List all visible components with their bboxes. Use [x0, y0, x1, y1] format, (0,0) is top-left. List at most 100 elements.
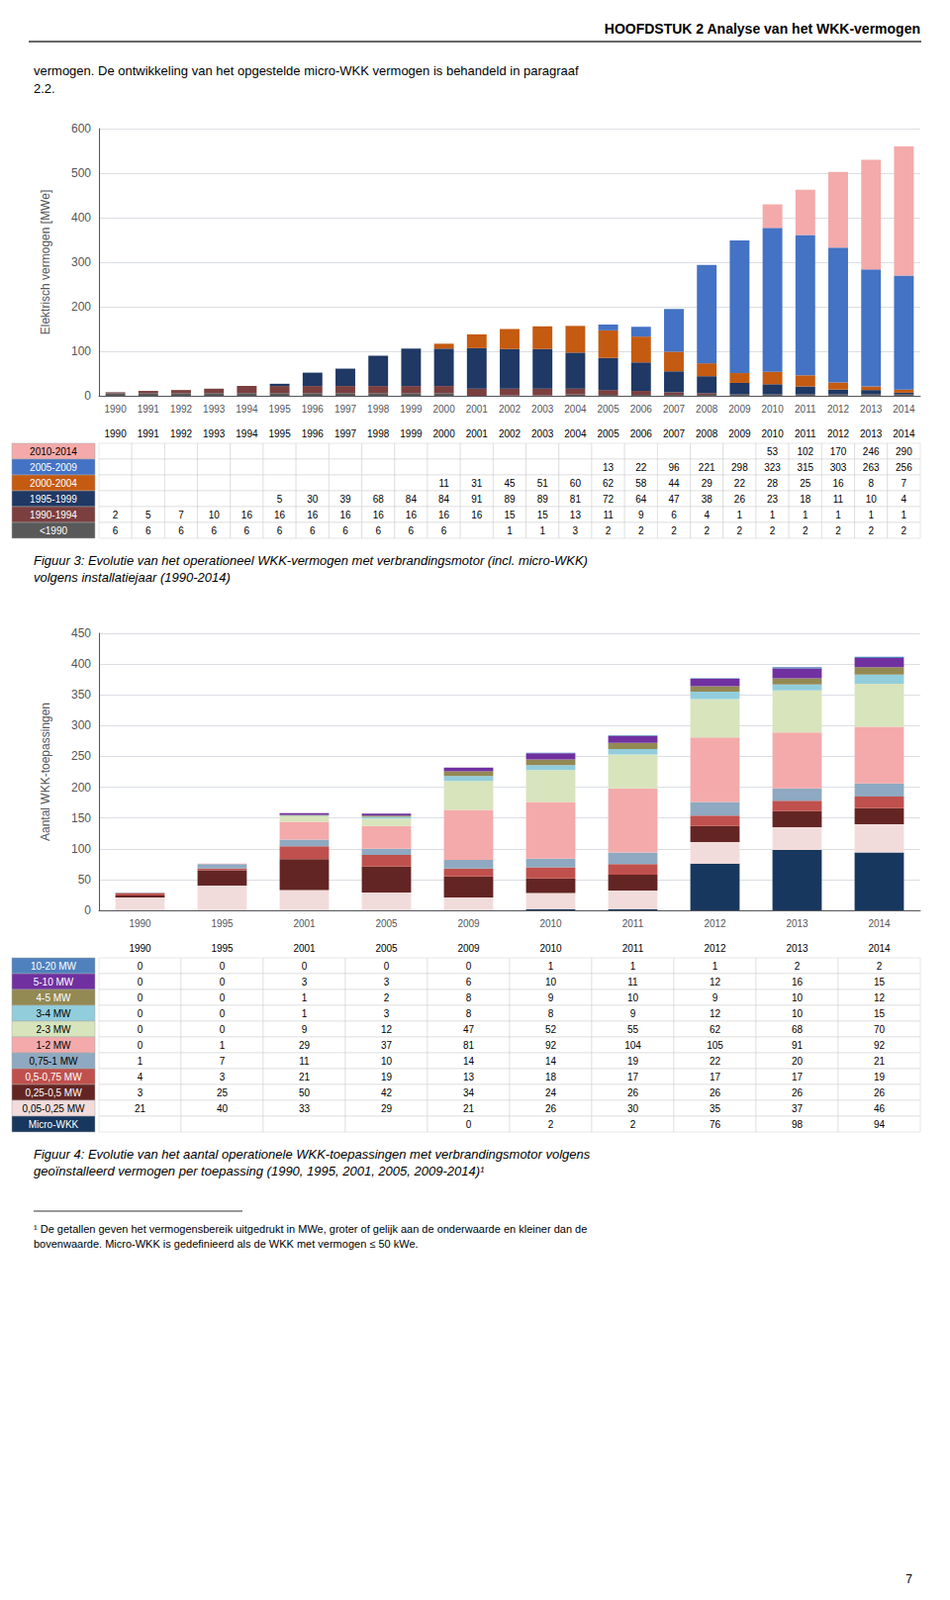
svg-text:1994: 1994	[235, 428, 259, 440]
svg-text:12: 12	[709, 976, 722, 988]
svg-text:221: 221	[698, 462, 716, 474]
svg-text:1991: 1991	[137, 428, 161, 440]
svg-text:3: 3	[572, 525, 579, 537]
svg-text:2002: 2002	[498, 428, 522, 440]
svg-text:1996: 1996	[301, 403, 325, 415]
svg-text:3: 3	[383, 976, 390, 988]
svg-text:303: 303	[830, 462, 848, 474]
svg-text:315: 315	[796, 462, 814, 474]
svg-text:2010: 2010	[760, 403, 784, 415]
svg-text:15: 15	[503, 509, 516, 521]
svg-text:2006: 2006	[630, 428, 654, 440]
svg-text:2007: 2007	[663, 428, 686, 440]
svg-text:2: 2	[638, 525, 645, 537]
svg-text:81: 81	[463, 1040, 475, 1051]
svg-text:1: 1	[769, 509, 776, 521]
svg-text:323: 323	[763, 462, 781, 474]
svg-text:0: 0	[383, 960, 390, 972]
svg-text:3: 3	[219, 1071, 226, 1083]
svg-text:19: 19	[627, 1055, 640, 1067]
svg-text:vermogen. De ontwikkeling van: vermogen. De ontwikkeling van het opgest…	[33, 63, 579, 79]
svg-text:2008: 2008	[695, 403, 719, 415]
svg-text:1-2 MW: 1-2 MW	[36, 1040, 73, 1051]
svg-text:1: 1	[137, 1055, 144, 1067]
svg-text:1992: 1992	[170, 428, 193, 440]
svg-text:HOOFDSTUK 2 Analyse van het WK: HOOFDSTUK 2 Analyse van het WKK-vermogen	[604, 20, 921, 37]
svg-text:51: 51	[537, 477, 550, 489]
svg-text:16: 16	[791, 976, 804, 988]
svg-text:0: 0	[219, 976, 226, 988]
svg-text:26: 26	[545, 1103, 558, 1115]
svg-text:62: 62	[709, 1024, 722, 1036]
svg-text:7: 7	[905, 1572, 913, 1587]
svg-text:16: 16	[373, 509, 385, 521]
svg-text:4: 4	[901, 493, 908, 505]
svg-text:0: 0	[84, 903, 92, 918]
svg-text:0: 0	[219, 992, 226, 1004]
svg-text:92: 92	[873, 1040, 886, 1051]
svg-text:2011: 2011	[622, 918, 645, 930]
svg-text:1: 1	[301, 1008, 308, 1020]
svg-text:9: 9	[630, 1008, 637, 1020]
svg-text:28: 28	[766, 477, 779, 489]
svg-text:2001: 2001	[466, 403, 489, 415]
svg-text:6: 6	[466, 976, 473, 988]
svg-text:2010-2014: 2010-2014	[29, 446, 78, 458]
svg-text:0: 0	[137, 976, 144, 988]
svg-text:89: 89	[503, 493, 516, 505]
svg-text:2004: 2004	[564, 428, 587, 440]
svg-text:19: 19	[873, 1071, 886, 1083]
svg-text:2013: 2013	[785, 943, 809, 954]
svg-text:21: 21	[134, 1103, 147, 1115]
svg-text:47: 47	[667, 493, 680, 505]
svg-text:104: 104	[624, 1040, 642, 1051]
svg-text:1997: 1997	[334, 403, 358, 415]
svg-text:33: 33	[298, 1103, 311, 1115]
svg-text:2: 2	[769, 525, 776, 537]
svg-text:Micro-WKK: Micro-WKK	[28, 1119, 80, 1131]
svg-text:2010: 2010	[760, 428, 784, 440]
svg-text:10: 10	[627, 992, 640, 1004]
svg-text:2: 2	[630, 1119, 637, 1131]
svg-text:6: 6	[342, 525, 349, 537]
svg-text:10: 10	[791, 992, 804, 1004]
svg-text:26: 26	[709, 1087, 722, 1099]
svg-text:42: 42	[380, 1087, 393, 1099]
svg-text:37: 37	[380, 1040, 393, 1051]
svg-text:16: 16	[241, 509, 254, 521]
svg-text:15: 15	[873, 976, 886, 988]
svg-text:11: 11	[602, 509, 614, 521]
svg-text:1: 1	[539, 525, 546, 537]
svg-text:2012: 2012	[703, 918, 727, 930]
svg-text:geoïnstalleerd vermogen per to: geoïnstalleerd vermogen per toepassing (…	[33, 1163, 485, 1179]
svg-text:10: 10	[865, 493, 878, 505]
svg-text:2001: 2001	[292, 943, 316, 954]
svg-text:7: 7	[178, 509, 185, 521]
svg-text:450: 450	[71, 626, 92, 641]
svg-text:1990: 1990	[128, 918, 152, 930]
svg-text:68: 68	[791, 1024, 804, 1036]
svg-text:1998: 1998	[367, 428, 390, 440]
svg-text:2005: 2005	[375, 943, 398, 954]
svg-text:4: 4	[137, 1071, 144, 1083]
svg-text:5-10 MW: 5-10 MW	[33, 976, 75, 988]
svg-text:8: 8	[466, 1008, 473, 1020]
svg-text:11: 11	[833, 493, 845, 505]
svg-text:52: 52	[545, 1024, 558, 1036]
svg-text:40: 40	[216, 1103, 229, 1115]
svg-text:6: 6	[277, 525, 284, 537]
svg-text:31: 31	[471, 477, 483, 489]
svg-text:45: 45	[503, 477, 516, 489]
svg-text:bovenwaarde. Micro-WKK is gede: bovenwaarde. Micro-WKK is gedefinieerd a…	[33, 1237, 419, 1250]
svg-text:2000: 2000	[432, 403, 456, 415]
svg-text:19: 19	[380, 1071, 393, 1083]
svg-text:2: 2	[835, 525, 842, 537]
svg-text:30: 30	[306, 493, 319, 505]
svg-text:1995-1999: 1995-1999	[29, 493, 78, 505]
svg-text:9: 9	[638, 509, 645, 521]
svg-text:3: 3	[137, 1087, 144, 1099]
svg-text:1: 1	[630, 960, 637, 972]
svg-text:170: 170	[830, 446, 848, 458]
svg-text:2013: 2013	[859, 428, 883, 440]
svg-text:2005: 2005	[375, 918, 398, 930]
